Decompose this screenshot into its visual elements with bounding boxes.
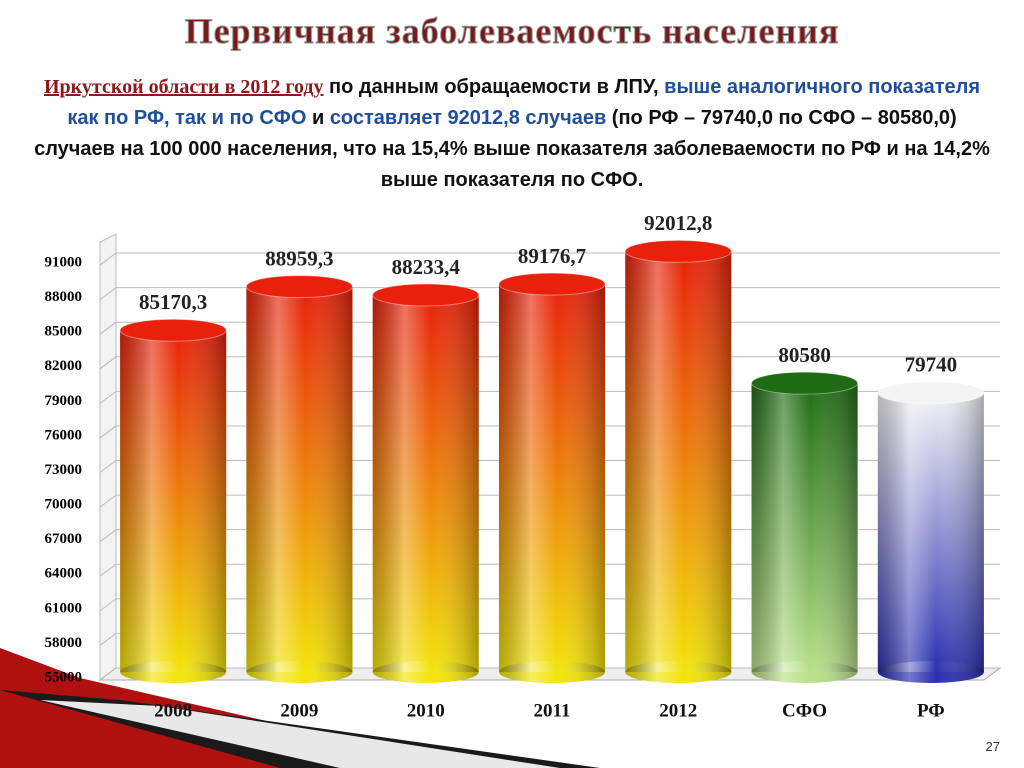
bar-base-shade — [246, 661, 353, 683]
x-tick-label: 2009 — [280, 700, 318, 721]
bar-shade — [625, 251, 732, 672]
grid-line — [99, 356, 117, 370]
bar-base-shade — [498, 661, 606, 683]
grid-line — [99, 390, 117, 404]
title: Первичная заболеваемость населения — [184, 11, 840, 52]
y-tick-label: 91000 — [45, 254, 83, 270]
grid-line — [99, 667, 117, 681]
y-tick-label: 85000 — [45, 324, 83, 340]
bar-base-shade — [751, 661, 858, 683]
x-tick-label: СФО — [782, 700, 827, 721]
y-tick-label: 58000 — [45, 635, 83, 651]
bar-shade — [372, 294, 479, 672]
x-tick-label: 2012 — [659, 700, 697, 721]
summary-text: по данным обращаемости в ЛПУ, — [323, 76, 665, 98]
y-tick-label: 70000 — [45, 497, 83, 513]
bar-base-shade — [625, 661, 732, 683]
plot-wall — [99, 233, 117, 681]
bar-shade — [246, 286, 353, 672]
bar-top — [624, 239, 732, 263]
y-tick-label: 79000 — [45, 393, 83, 409]
bar-top — [245, 275, 353, 299]
bar-shade — [120, 330, 227, 672]
x-tick-label: 2008 — [154, 700, 192, 721]
grid-line — [99, 529, 117, 543]
value-label: 92012,8 — [644, 211, 712, 235]
page-number: 27 — [985, 739, 1000, 754]
summary-text: составляет 92012,8 случаев — [329, 107, 607, 129]
summary-text: (по РФ – 79740,0 по СФО – 80580,0) случа… — [34, 107, 990, 191]
grid-line — [99, 321, 117, 335]
value-label: 79740 — [905, 353, 958, 377]
grid-line — [99, 252, 117, 266]
decor — [40, 700, 560, 768]
bar-top — [751, 371, 859, 395]
bar-base-shade — [877, 661, 984, 683]
y-tick-label: 67000 — [45, 531, 83, 547]
x-tick-label: РФ — [917, 700, 945, 721]
value-label: 88233,4 — [392, 255, 461, 279]
summary-text: выше аналогичного показателя как по РФ, … — [67, 76, 981, 129]
bar-top — [119, 318, 227, 342]
grid-line — [99, 460, 117, 473]
summary-text: и — [306, 107, 330, 129]
bar-top — [498, 272, 606, 296]
x-tick-label: 2010 — [407, 700, 445, 721]
x-tick-label: 2011 — [534, 700, 571, 721]
bar-base-shade — [372, 661, 479, 683]
decor — [0, 648, 470, 768]
value-label: 88959,3 — [265, 246, 333, 270]
grid-line — [99, 494, 117, 508]
bar-shade — [877, 392, 984, 672]
grid-line — [99, 287, 117, 301]
value-label: 80580 — [778, 343, 831, 367]
y-tick-label: 64000 — [45, 566, 83, 582]
bar-shade — [751, 383, 858, 672]
y-tick-label: 76000 — [45, 427, 83, 443]
y-tick-label: 82000 — [45, 358, 83, 374]
bar-shade — [498, 284, 606, 672]
bar-top — [372, 283, 480, 307]
grid-line — [99, 425, 117, 439]
grid-line — [99, 598, 117, 612]
y-tick-label: 55000 — [45, 669, 83, 685]
bar-top — [877, 381, 985, 405]
grid-line — [99, 633, 117, 646]
summary-text: Иркутской области в 2012 году — [43, 76, 324, 98]
summary: Иркутской области в 2012 году по данным … — [30, 72, 994, 196]
value-label: 89176,7 — [518, 244, 586, 268]
grid-line — [99, 563, 117, 577]
value-label: 85170,3 — [139, 290, 207, 314]
y-tick-label: 73000 — [45, 462, 83, 478]
bar-base-shade — [120, 661, 227, 683]
y-tick-label: 61000 — [45, 600, 83, 616]
y-tick-label: 88000 — [45, 289, 83, 305]
